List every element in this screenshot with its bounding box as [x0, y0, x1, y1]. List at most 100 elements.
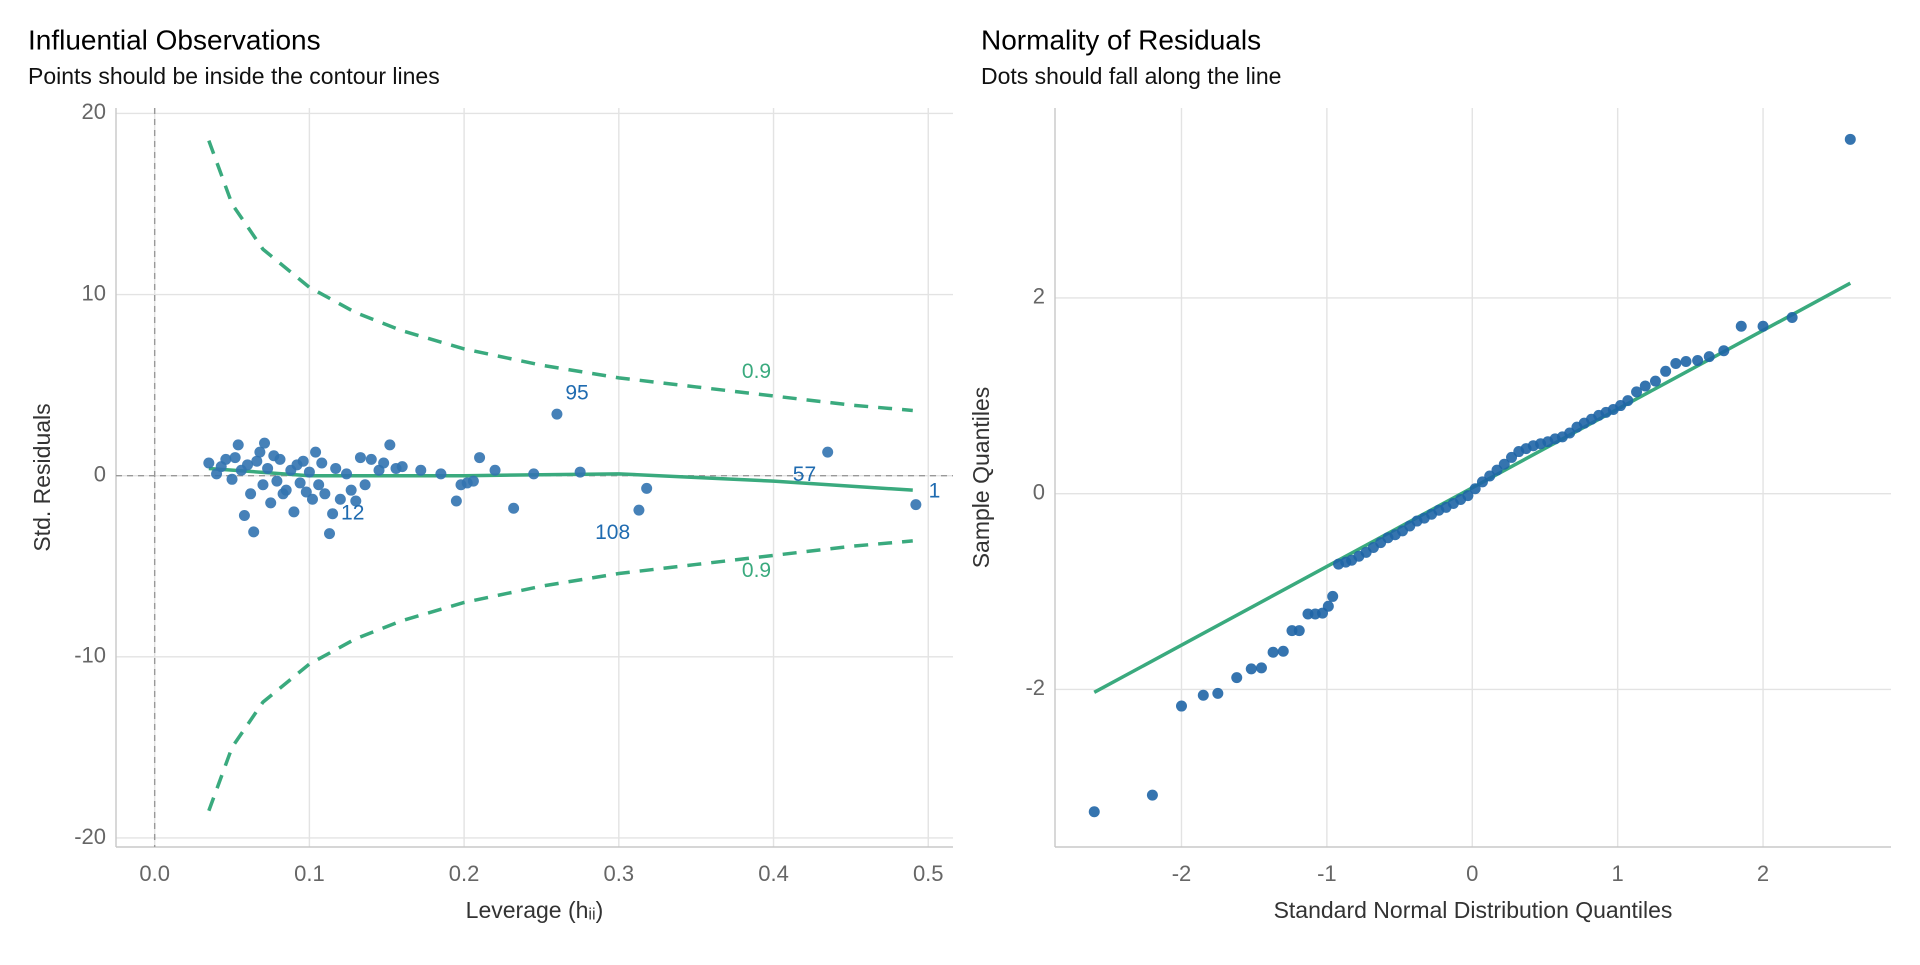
point [1231, 672, 1243, 684]
point [1327, 590, 1339, 602]
point [1322, 600, 1334, 612]
point [396, 461, 408, 473]
point [1622, 395, 1634, 407]
annotation: 0.9 [742, 559, 771, 582]
point [910, 499, 922, 511]
point [489, 464, 501, 476]
point [251, 455, 263, 467]
point [330, 462, 342, 474]
point [1146, 789, 1158, 801]
point [341, 468, 353, 480]
x-tick-label: 2 [1757, 861, 1769, 886]
point [508, 502, 520, 514]
point [1212, 687, 1224, 699]
chart-subtitle: Dots should fall along the line [981, 63, 1281, 89]
point [1293, 625, 1305, 637]
point [203, 457, 215, 469]
point [232, 439, 244, 451]
contour-line [207, 140, 913, 413]
point [467, 475, 479, 487]
point [280, 484, 292, 496]
x-tick-label: 0.5 [913, 861, 944, 886]
point [1462, 490, 1474, 502]
point [306, 493, 318, 505]
point [303, 466, 315, 478]
point [262, 462, 274, 474]
point [1639, 380, 1651, 392]
chart-subtitle: Points should be inside the contour line… [28, 63, 440, 89]
point [378, 457, 390, 469]
y-tick-label: -20 [74, 824, 106, 849]
contour-line [207, 539, 913, 812]
point [641, 482, 653, 494]
point [248, 526, 260, 538]
point [1692, 355, 1704, 367]
x-tick-label: -2 [1172, 861, 1192, 886]
point [528, 468, 540, 480]
point [1631, 386, 1643, 398]
point [310, 446, 322, 458]
point [365, 453, 377, 465]
point [1197, 689, 1209, 701]
point [1498, 458, 1510, 470]
point [435, 468, 447, 480]
chart-title: Influential Observations [28, 24, 321, 55]
x-tick-label: 0 [1466, 861, 1478, 886]
point [1267, 646, 1279, 658]
point [1844, 133, 1856, 145]
x-tick-label: -1 [1317, 861, 1337, 886]
point [1649, 375, 1661, 387]
point [254, 446, 266, 458]
y-tick-label: 10 [82, 280, 106, 305]
point [271, 475, 283, 487]
point [274, 453, 286, 465]
point [345, 484, 357, 496]
point [334, 493, 346, 505]
point [822, 446, 834, 458]
point [316, 457, 328, 469]
point [415, 464, 427, 476]
point [1255, 662, 1267, 674]
point [1660, 365, 1672, 377]
point [294, 477, 306, 489]
point [359, 479, 371, 491]
point [220, 453, 232, 465]
point [327, 508, 339, 520]
x-tick-label: 0.4 [758, 861, 789, 886]
point [297, 455, 309, 467]
point [1670, 357, 1682, 369]
point [1786, 311, 1798, 323]
point [1469, 483, 1481, 495]
x-tick-label: 1 [1612, 861, 1624, 886]
point [319, 488, 331, 500]
y-tick-label: -2 [1025, 675, 1045, 700]
chart-title: Normality of Residuals [981, 24, 1261, 55]
x-tick-label: 0.2 [449, 861, 480, 886]
annotation: 108 [595, 521, 630, 544]
y-axis-label: Sample Quantiles [968, 387, 994, 569]
y-axis-label: Std. Residuals [29, 403, 55, 551]
point [474, 452, 486, 464]
y-tick-label: 0 [94, 462, 106, 487]
point [1757, 320, 1769, 332]
point [257, 479, 269, 491]
point [1703, 351, 1715, 363]
annotation: 0.9 [742, 360, 771, 383]
x-axis-label: Standard Normal Distribution Quantiles [1274, 897, 1673, 923]
point [1680, 356, 1692, 368]
point [229, 452, 241, 464]
y-tick-label: 2 [1033, 284, 1045, 309]
annotation: 95 [565, 382, 588, 405]
point [633, 504, 645, 516]
point [238, 510, 250, 522]
point [313, 479, 325, 491]
point [574, 466, 586, 478]
x-tick-label: 0.0 [139, 861, 170, 886]
point [1088, 806, 1100, 818]
point [242, 459, 254, 471]
point [350, 495, 362, 507]
annotation: 57 [793, 463, 816, 486]
y-tick-label: -10 [74, 643, 106, 668]
